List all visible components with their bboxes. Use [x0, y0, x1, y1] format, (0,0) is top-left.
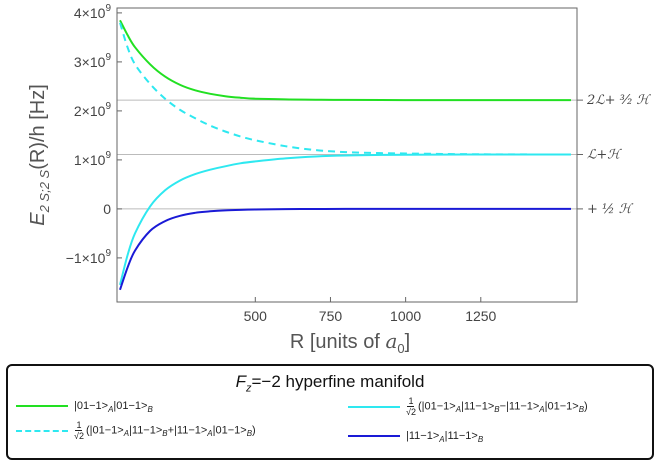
x-ticks: 500 750 1000 1250 — [244, 297, 497, 324]
series-line-1 — [119, 22, 572, 156]
annotations: 2ℒ+ ³⁄₂ ℋ ℒ+ℋ + ½ ℋ — [577, 93, 651, 217]
y-axis-title-end: (R)/h [Hz] — [27, 84, 49, 170]
legend-label-1: |01−1>A|01−1>B — [74, 400, 153, 414]
legend-title-var: F — [235, 372, 246, 391]
legend-title: Fz=−2 hyperfine manifold — [8, 372, 652, 394]
y-tick-label-2: 1×109 — [74, 150, 112, 168]
series-line-0 — [119, 19, 571, 102]
legend-entry-2: 1 √2 (|01−1>A|11−1>B+|11−1>A|01−1>B) — [16, 420, 256, 441]
legend-swatch-green-solid — [16, 405, 68, 407]
legend-swatch-cyan-dashed — [16, 429, 68, 432]
y-axis-title: E2 S;2 S(R)/h [Hz] — [27, 84, 52, 226]
legend-label-4: |11−1>A|11−1>B — [406, 430, 484, 444]
y-axis-title-sub: 2 S;2 S — [37, 169, 52, 213]
x-tick-label-1: 750 — [319, 308, 343, 324]
y-tick-label-3: 2×109 — [74, 101, 112, 119]
legend-title-rest: =−2 hyperfine manifold — [251, 372, 425, 391]
legend-swatch-cyan-solid — [348, 405, 400, 408]
y-tick-label-0: −1×109 — [66, 248, 112, 266]
x-axis-title-var: a — [385, 329, 397, 353]
legend-entry-4: |11−1>A|11−1>B — [348, 430, 484, 444]
y-axis-title-main: E — [27, 212, 49, 226]
x-axis-title-main: R [units of — [290, 331, 386, 353]
legend-entry-1: |01−1>A|01−1>B — [16, 400, 153, 414]
series-lines — [119, 19, 572, 291]
reference-label-0: 2ℒ+ ³⁄₂ ℋ — [586, 93, 651, 108]
x-axis-title: R [units of a0] — [290, 329, 410, 356]
reference-label-2: + ½ ℋ — [587, 202, 634, 217]
y-ticks: −1×109 0 1×109 2×109 3×109 4×109 — [66, 3, 122, 266]
reference-label-1: ℒ+ℋ — [587, 148, 622, 163]
legend: Fz=−2 hyperfine manifold |01−1>A|01−1>B … — [6, 364, 654, 460]
legend-title-sub: z — [245, 382, 252, 395]
legend-entry-3: 1 √2 (|01−1>A|11−1>B−|11−1>A|01−1>B) — [348, 396, 588, 417]
x-axis-title-sub: 0 — [397, 341, 404, 356]
x-tick-label-2: 1000 — [390, 308, 421, 324]
x-tick-label-0: 500 — [244, 308, 268, 324]
legend-swatch-blue-solid — [348, 435, 400, 437]
x-tick-label-3: 1250 — [465, 308, 496, 324]
legend-label-3: 1 √2 (|01−1>A|11−1>B−|11−1>A|01−1>B) — [406, 396, 588, 417]
energy-chart: 500 750 1000 1250 −1×109 0 1×109 2×109 3×109 4×1… — [27, 3, 651, 356]
y-tick-label-4: 3×109 — [74, 52, 112, 70]
y-tick-label-1: 0 — [103, 201, 111, 217]
series-line-3 — [119, 207, 571, 291]
x-axis-title-end: ] — [405, 331, 411, 353]
series-line-2 — [119, 153, 571, 286]
legend-label-2: 1 √2 (|01−1>A|11−1>B+|11−1>A|01−1>B) — [74, 420, 256, 441]
y-tick-label-5: 4×109 — [74, 3, 112, 21]
